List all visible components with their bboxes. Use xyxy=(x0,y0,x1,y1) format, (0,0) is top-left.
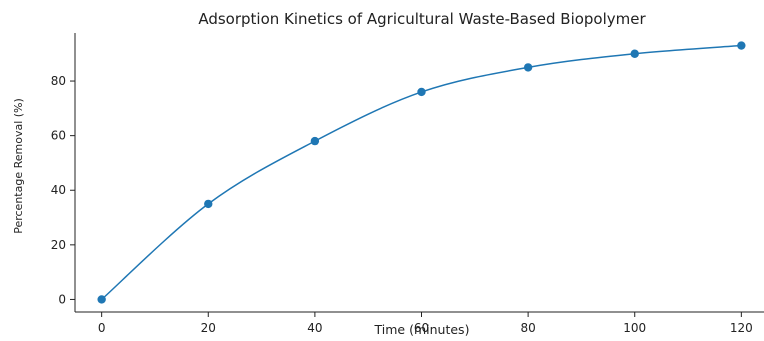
y-tick-label: 80 xyxy=(51,74,66,88)
data-point xyxy=(310,136,320,146)
x-tick-label: 120 xyxy=(730,321,753,335)
data-point xyxy=(630,49,639,58)
data-point xyxy=(97,295,106,304)
y-tick-label: 0 xyxy=(58,292,66,306)
x-tick-label: 0 xyxy=(98,321,106,335)
plot-area xyxy=(97,41,746,304)
y-tick-label: 40 xyxy=(51,183,66,197)
data-point xyxy=(204,199,213,209)
series-line xyxy=(101,44,742,301)
y-axis-label: Percentage Removal (%) xyxy=(12,98,25,234)
data-point xyxy=(523,63,533,72)
data-point xyxy=(417,87,426,97)
data-point xyxy=(737,41,746,50)
x-axis-label: Time (minutes) xyxy=(374,322,470,337)
y-tick-label: 20 xyxy=(51,238,66,252)
axes: 0 20 40 60 80 100 120 0 20 40 60 80 xyxy=(51,33,764,335)
x-tick-label: 40 xyxy=(307,321,322,335)
y-tick-label: 60 xyxy=(51,129,66,143)
x-tick-label: 60 xyxy=(414,321,429,335)
x-tick-label: 80 xyxy=(520,321,535,335)
x-tick-label: 100 xyxy=(623,321,646,335)
chart-title: Adsorption Kinetics of Agricultural Wast… xyxy=(198,10,646,28)
x-tick-label: 20 xyxy=(201,321,216,335)
